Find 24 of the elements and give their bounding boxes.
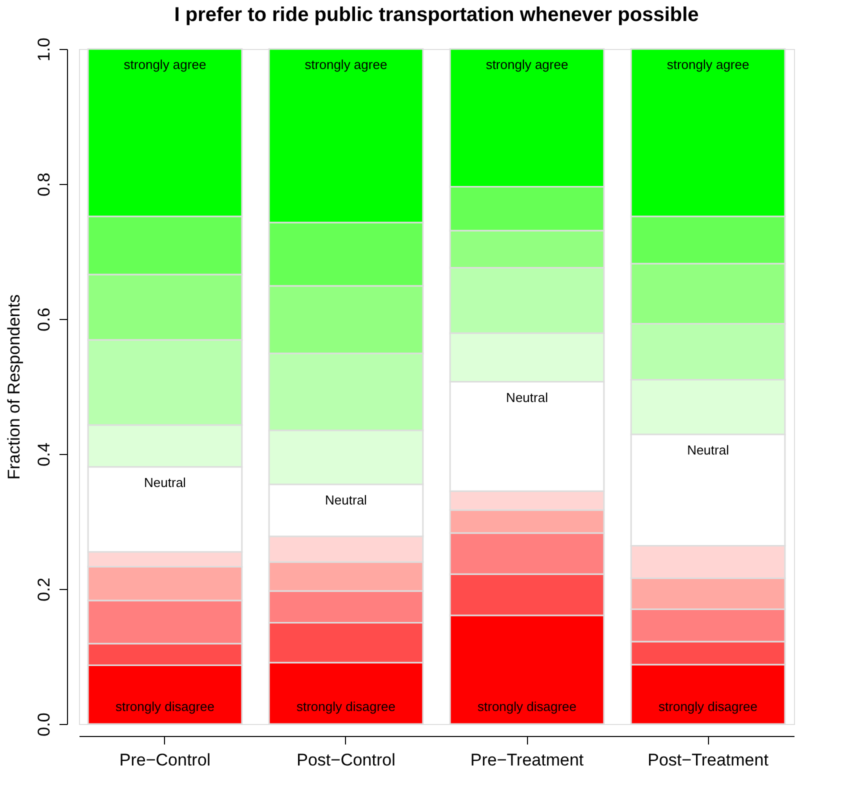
series-label: Neutral [144,474,186,490]
text: strongly agree [486,57,568,72]
x-tick-label: Pre−Control [119,750,211,770]
y-tick-label: 0.4 [34,442,54,466]
text: Neutral [325,492,367,508]
x-tick-label: Pre−Treatment [470,750,584,770]
series-label: strongly agree [124,57,206,72]
text: strongly agree [304,57,388,72]
y-axis-title: Fraction of Respondents [4,294,24,480]
text: strongly disagree [478,699,577,714]
y-tick-label: 0.2 [34,578,54,602]
chart-title: I prefer to ride public transportation whenever possible [174,4,699,26]
y-tick-label: 0.6 [34,308,54,332]
y-tick-label: 1.0 [34,38,54,62]
x-tick-label: Post−Treatment [648,750,769,770]
y-tick-label: 0.8 [34,172,54,196]
series-label: strongly disagree [115,699,214,714]
text: strongly disagree [296,699,396,714]
text: strongly agree [666,57,750,72]
text: Neutral [687,442,729,458]
y-tick-label: 0.0 [34,712,54,736]
text: strongly disagree [658,699,758,714]
text: Neutral [506,390,548,405]
x-tick-label: Post−Control [296,750,396,770]
